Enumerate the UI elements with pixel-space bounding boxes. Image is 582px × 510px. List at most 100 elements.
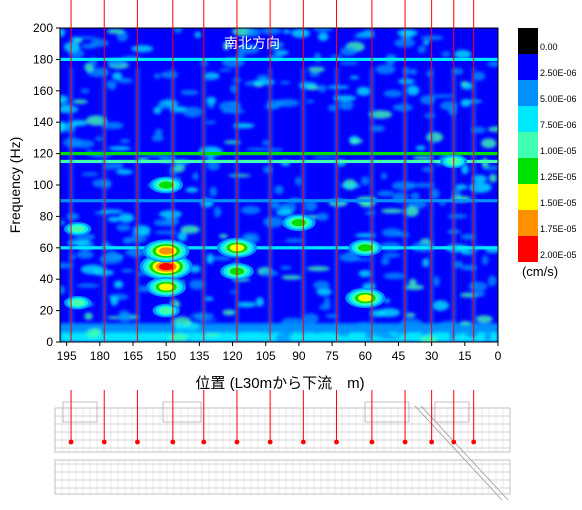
heatmap-cell [280, 265, 292, 270]
heatmap-cell [60, 121, 66, 133]
heatmap-cell [381, 208, 404, 214]
heatmap-cell [60, 285, 66, 295]
heatmap-cell [311, 328, 324, 334]
heatmap-cell [81, 43, 97, 49]
heatmap-cell [420, 332, 429, 336]
heatmap-cell [84, 312, 93, 320]
colorbar-swatch [518, 158, 538, 184]
y-tick-label: 120 [33, 147, 53, 161]
y-tick-label: 20 [40, 304, 54, 318]
measurement-marker [170, 439, 176, 445]
heatmap-cell [313, 280, 330, 290]
measurement-marker [451, 439, 457, 445]
heatmap-cell [94, 136, 104, 141]
heatmap-cell [180, 225, 200, 234]
heatmap-cell [168, 333, 188, 342]
heatmap-cell [236, 301, 257, 308]
heatmap-cell [255, 297, 264, 307]
heatmap-cell [397, 29, 418, 37]
heatmap-cell [281, 317, 304, 326]
heatmap-cell [117, 77, 133, 84]
heatmap-cell [219, 68, 232, 72]
heatmap-cell [339, 61, 359, 66]
x-axis: 195 180 165 150 135 120 105 90 75 60 45 30 15 0 [57, 342, 502, 363]
heatmap-cell [415, 145, 426, 151]
heatmap-cell [185, 187, 199, 193]
heatmap-cell [281, 275, 303, 280]
heatmap-cell [433, 275, 440, 287]
heatmap-cell [295, 176, 302, 186]
schematic-outline [54, 407, 511, 453]
heatmap-cell [194, 31, 202, 38]
heatmap-cell [204, 333, 220, 337]
colorbar-swatch [518, 28, 538, 54]
colorbar-label: 1.50E-05 [540, 198, 577, 208]
y-tick-label: 60 [40, 241, 54, 255]
heatmap-cell [420, 335, 437, 342]
y-tick-label: 0 [46, 335, 53, 349]
heatmap-cell [480, 138, 497, 149]
heatmap-cell [81, 172, 99, 177]
heatmap-cell [409, 68, 418, 75]
colorbar-swatch [518, 106, 538, 132]
heatmap-cell [368, 110, 393, 119]
y-tick-label: 80 [40, 209, 54, 223]
frequency-band [60, 57, 498, 61]
heatmap-cell [475, 315, 493, 323]
heatmap-cell [302, 313, 319, 324]
y-axis-label: Frequency (Hz) [7, 137, 23, 233]
colorbar-label: 0.00 [540, 42, 558, 52]
heatmap-cell [153, 107, 162, 115]
heatmap-cell [64, 41, 81, 53]
heatmap-cell [70, 119, 88, 127]
heatmap-cell [151, 134, 164, 142]
heatmap-cell [274, 185, 284, 195]
heatmap-cell [453, 49, 472, 59]
heatmap-cell [108, 85, 116, 90]
x-tick-label: 105 [256, 349, 276, 363]
heatmap-cell [80, 88, 90, 94]
y-tick-label: 100 [33, 178, 53, 192]
heatmap-cell [60, 95, 69, 104]
hot-spot [158, 283, 174, 291]
measurement-marker [429, 439, 435, 445]
heatmap-cell [279, 81, 291, 85]
heatmap-cell [182, 106, 203, 118]
heatmap-cell [404, 284, 425, 291]
heatmap-cell [116, 224, 131, 232]
x-tick-label: 180 [90, 349, 110, 363]
heatmap-cell [110, 295, 119, 306]
heatmap-cell [382, 253, 401, 258]
schematic-diagonal [414, 405, 503, 501]
heatmap-cell [237, 44, 260, 55]
heatmap-cell [380, 172, 388, 180]
heatmap-cell [86, 115, 107, 126]
hot-spot [291, 219, 307, 227]
heatmap-cell [157, 101, 169, 110]
heatmap-cell [455, 184, 468, 190]
heatmap-cell [246, 28, 261, 38]
heatmap-cell [189, 279, 205, 290]
heatmap-cell [426, 132, 444, 143]
schematic-box [162, 401, 202, 423]
colorbar-swatch [518, 80, 538, 106]
y-tick-label: 140 [33, 115, 53, 129]
x-tick-label: 30 [425, 349, 439, 363]
heatmap-cell [291, 28, 310, 38]
measurement-marker [68, 439, 74, 445]
heatmap-cell [173, 28, 183, 34]
heatmap-cell [108, 146, 131, 151]
heatmap-cell [160, 71, 179, 79]
colorbar-label: 1.25E-05 [540, 172, 577, 182]
heatmap-cell [487, 60, 498, 68]
heatmap-cell [270, 41, 285, 49]
heatmap-cell [349, 75, 359, 80]
x-tick-label: 90 [292, 349, 306, 363]
heatmap-cell [412, 182, 435, 188]
heatmap-cell [275, 209, 293, 217]
x-tick-label: 135 [189, 349, 209, 363]
measurement-position-lines [68, 0, 477, 445]
heatmap-cell [260, 28, 282, 35]
measurement-marker [201, 439, 207, 445]
heatmap-cell [263, 216, 284, 228]
